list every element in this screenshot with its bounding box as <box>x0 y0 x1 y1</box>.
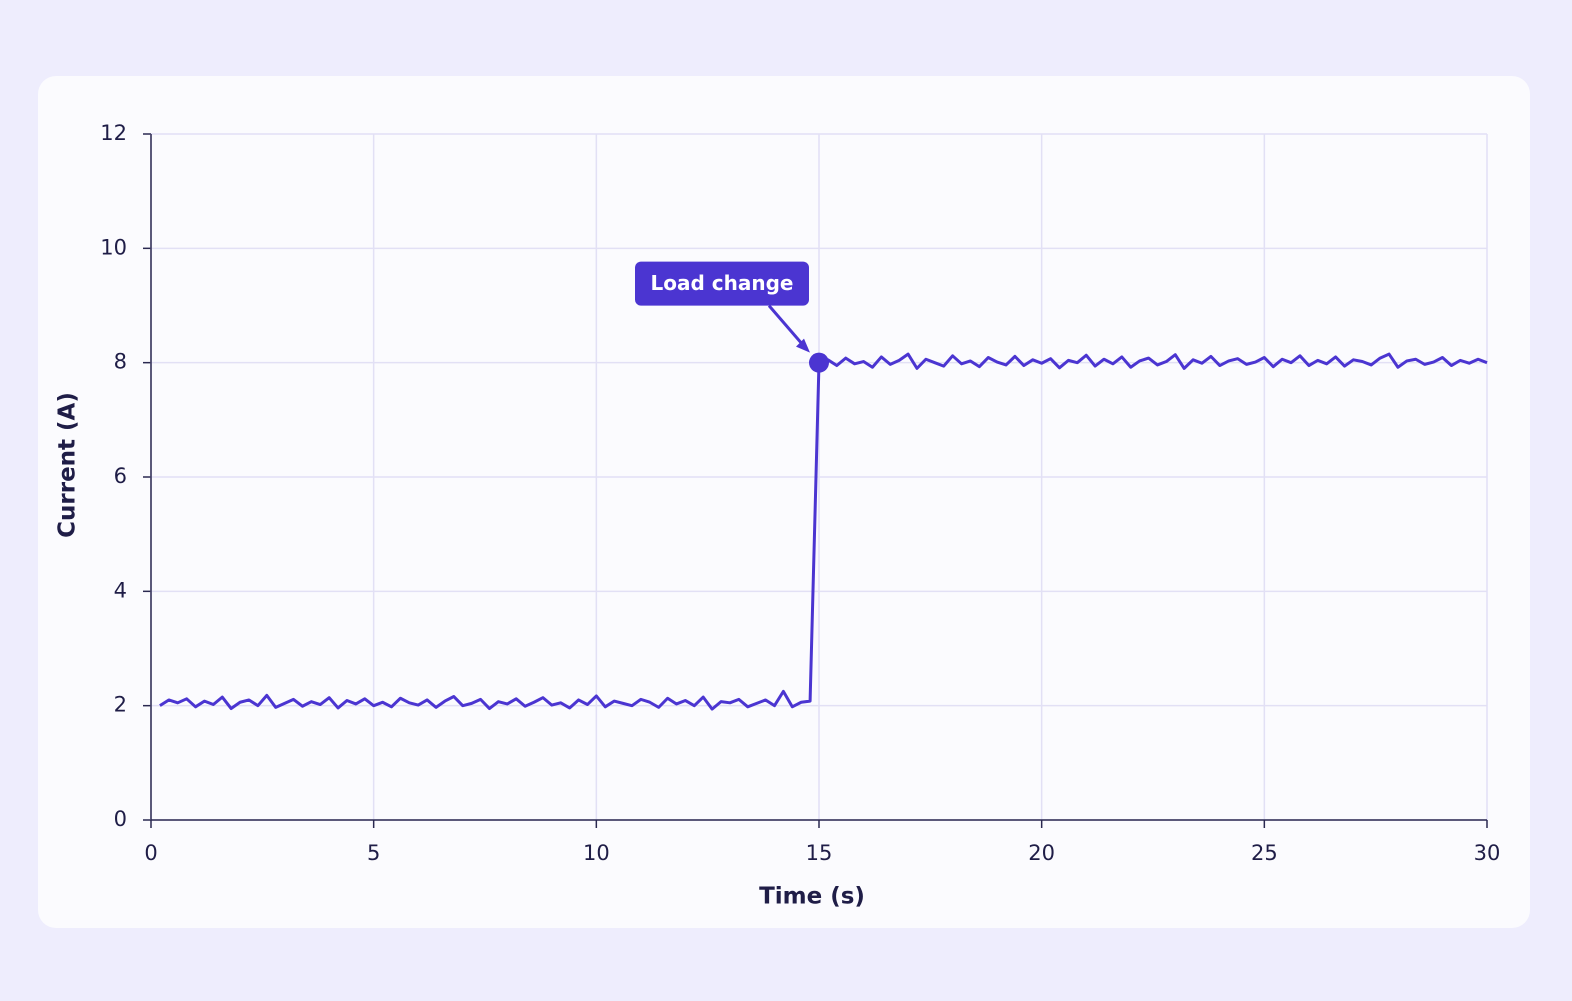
y-tick-label: 10 <box>100 235 127 259</box>
y-tick-label: 0 <box>114 807 127 831</box>
annotation-marker <box>809 352 829 373</box>
x-tick-label: 10 <box>583 841 610 865</box>
x-tick-label: 5 <box>367 841 380 865</box>
annotation-arrowhead <box>796 338 810 353</box>
data-line <box>159 352 1488 711</box>
x-tick-label: 20 <box>1028 841 1055 865</box>
y-tick-label: 6 <box>114 464 127 488</box>
x-tick-label: 15 <box>806 841 833 865</box>
x-tick-label: 0 <box>144 841 157 865</box>
y-tick-label: 12 <box>100 121 127 145</box>
x-tick-label: 25 <box>1251 841 1278 865</box>
y-axis-title: Current (A) <box>55 392 81 538</box>
x-tick-label: 30 <box>1474 841 1501 865</box>
y-tick-label: 8 <box>114 350 127 374</box>
y-tick-label: 4 <box>114 578 127 602</box>
y-tick-label: 2 <box>114 693 127 717</box>
annotation-box <box>635 261 809 306</box>
annotation-label: Load change <box>651 271 794 295</box>
chart-card <box>38 76 1530 928</box>
x-axis-title: Time (s) <box>759 884 865 910</box>
